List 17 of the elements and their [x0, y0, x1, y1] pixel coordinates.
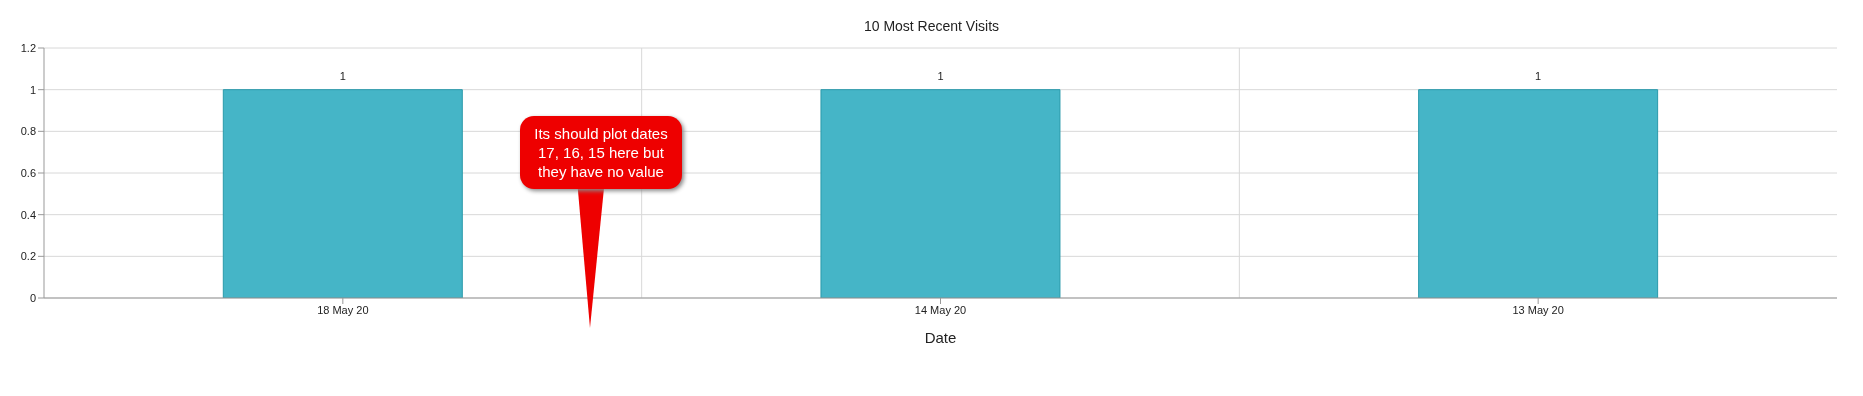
y-tick-label: 0 [29, 291, 36, 304]
x-tick-label: 13 May 20 [1512, 303, 1564, 316]
x-axis-title: Date [924, 329, 957, 346]
data-label: 1 [1535, 69, 1542, 82]
annotation: Its should plot dates 17, 16, 15 here but they have no value [520, 116, 682, 189]
chart-title: 10 Most Recent Visits [862, 18, 1001, 34]
y-tick-label: 0.2 [20, 250, 36, 263]
data-label: 1 [937, 69, 944, 82]
y-tick-label: 0.8 [20, 125, 36, 138]
y-tick-label: 1 [29, 83, 36, 96]
speech-bubble: Its should plot dates 17, 16, 15 here but they have no value [520, 116, 682, 328]
y-tick-label: 0.6 [20, 166, 36, 179]
data-label: 1 [339, 69, 346, 82]
x-tick-label: 18 May 20 [317, 303, 369, 316]
y-tick-label: 0.4 [20, 208, 36, 221]
x-tick-label: 14 May 20 [914, 303, 967, 316]
y-tick-label: 1.2 [20, 41, 36, 54]
